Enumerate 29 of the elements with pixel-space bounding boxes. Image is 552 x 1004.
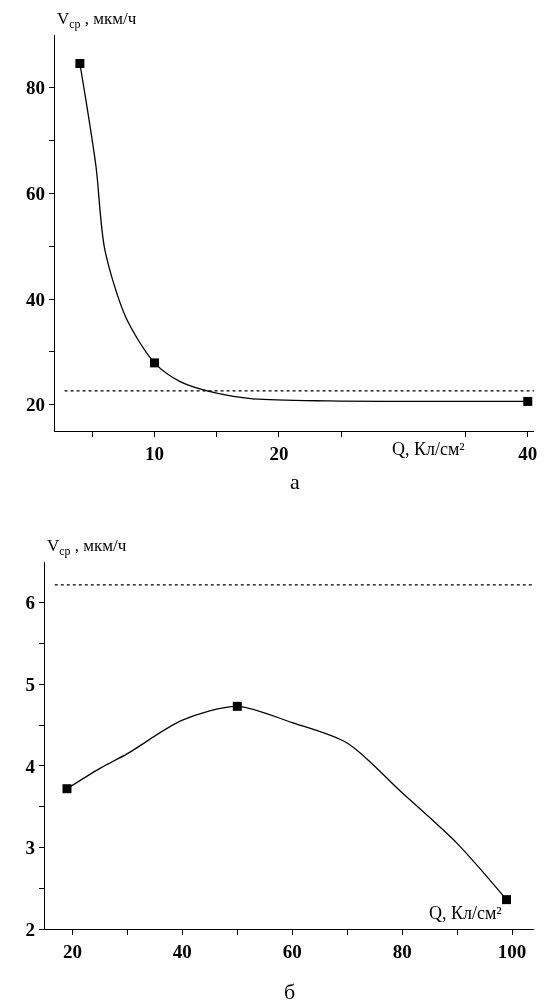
x-tick-label: 20 [62, 941, 82, 963]
x-tick-label: 20 [269, 443, 289, 465]
x-tick-label: 40 [518, 443, 538, 465]
text: б [284, 979, 296, 1004]
point [62, 784, 72, 794]
y-axis-title: V$_{ср}$ , мкм/ч [47, 536, 127, 558]
y-tick-label: 80 [25, 77, 45, 99]
x-tick-label: 60 [282, 941, 302, 963]
y-tick-label: 40 [25, 288, 45, 310]
x-axis-title: Q, Кл/см² [392, 439, 465, 459]
x-tick-label: 10 [145, 443, 165, 465]
y-tick-label: 4 [25, 755, 36, 777]
point [150, 358, 160, 368]
y-axis-title: V$_{ср}$ , мкм/ч [57, 9, 137, 31]
y-tick-label: 20 [25, 394, 45, 416]
y-tick-label: 60 [25, 183, 45, 205]
y-tick-label: 6 [25, 592, 35, 614]
text: а [290, 469, 300, 494]
x-tick-label: 40 [172, 941, 192, 963]
x-tick-label: 80 [392, 941, 412, 963]
y-tick-label: 3 [25, 837, 35, 859]
y-tick-label: 5 [25, 673, 35, 695]
point [75, 59, 85, 69]
x-tick-label: 100 [497, 941, 527, 963]
y-tick-label: 2 [25, 918, 35, 940]
point [502, 895, 512, 905]
point [523, 396, 533, 406]
point [232, 701, 242, 711]
x-axis-title: Q, Кл/см² [429, 903, 502, 923]
